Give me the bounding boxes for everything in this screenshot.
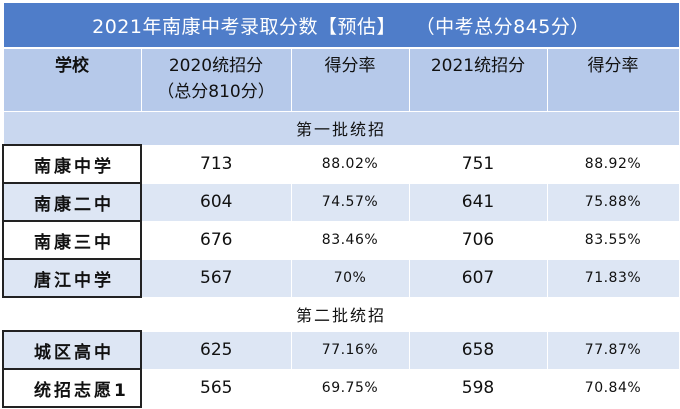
score-2020: 604 [140, 182, 292, 222]
rate-2020: 83.46% [290, 220, 410, 260]
score-2020: 625 [140, 330, 292, 370]
score-2021: 751 [408, 144, 548, 184]
score-2021: 607 [408, 258, 548, 298]
school-name: 南康中学 [2, 144, 142, 184]
score-2020: 567 [140, 258, 292, 298]
score-2020: 676 [140, 220, 292, 260]
school-name: 城区高中 [2, 330, 142, 370]
section-title-1: 第一批统招 [2, 111, 680, 146]
header-rate-2020: 得分率 [290, 47, 410, 112]
school-name: 南康三中 [2, 220, 142, 260]
rate-2020: 70% [290, 258, 410, 298]
school-name: 唐江中学 [2, 258, 142, 298]
score-2021: 658 [408, 330, 548, 370]
table-row: 南康中学 713 88.02% 751 88.92% [2, 144, 680, 184]
score-2021: 706 [408, 220, 548, 260]
table-row: 唐江中学 567 70% 607 71.83% [2, 258, 680, 298]
section-row-2: 第二批统招 [2, 296, 680, 332]
table-title: 2021年南康中考录取分数【预估】 （中考总分845分） [2, 2, 680, 49]
table-row: 城区高中 625 77.16% 658 77.87% [2, 330, 680, 370]
rate-2021: 77.87% [546, 330, 680, 370]
header-school: 学校 [2, 47, 142, 112]
header-score-2020-line1: 2020统招分 [168, 56, 264, 76]
table-row: 统招志愿1 565 69.75% 598 70.84% [2, 368, 680, 408]
header-rate-2021: 得分率 [546, 47, 680, 112]
rate-2021: 75.88% [546, 182, 680, 222]
table-row: 南康三中 676 83.46% 706 83.55% [2, 220, 680, 260]
section-title-2: 第二批统招 [2, 296, 680, 332]
rate-2020: 77.16% [290, 330, 410, 370]
rate-2021: 71.83% [546, 258, 680, 298]
title-row: 2021年南康中考录取分数【预估】 （中考总分845分） [2, 2, 680, 49]
rate-2020: 74.57% [290, 182, 410, 222]
header-row: 学校 2020统招分 （总分810分） 得分率 2021统招分 得分率 [2, 47, 680, 112]
score-2020: 565 [140, 368, 292, 408]
school-name: 南康二中 [2, 182, 142, 222]
score-2021: 598 [408, 368, 548, 408]
school-name: 统招志愿1 [2, 368, 142, 408]
rate-2020: 69.75% [290, 368, 410, 408]
score-2021: 641 [408, 182, 548, 222]
rate-2021: 83.55% [546, 220, 680, 260]
rate-2020: 88.02% [290, 144, 410, 184]
rate-2021: 88.92% [546, 144, 680, 184]
section-row-1: 第一批统招 [2, 111, 680, 146]
table-row: 南康二中 604 74.57% 641 75.88% [2, 182, 680, 222]
score-2020: 713 [140, 144, 292, 184]
header-score-2021: 2021统招分 [408, 47, 548, 112]
header-score-2020: 2020统招分 （总分810分） [140, 47, 292, 112]
header-score-2020-line2: （总分810分） [157, 82, 275, 102]
rate-2021: 70.84% [546, 368, 680, 408]
